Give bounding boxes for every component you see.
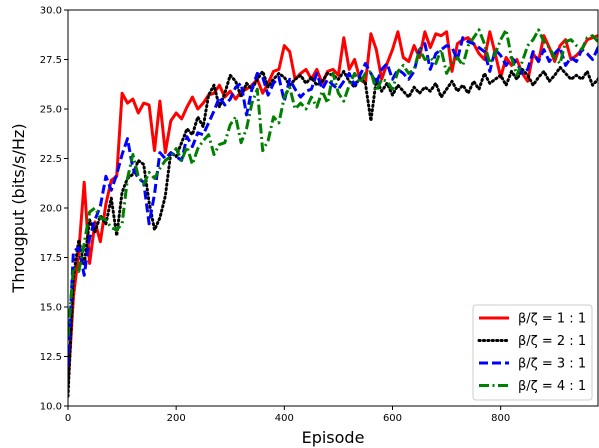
x-axis-ticks: 0 200 400 600 800 [65,406,510,424]
x-tick-label: 0 [65,413,71,424]
x-tick-label: 800 [491,413,510,424]
y-tick-label: 30.0 [40,6,62,17]
series-layer [68,28,598,398]
legend-label-3: β/ζ = 3 : 1 [518,357,586,372]
legend-label-1: β/ζ = 1 : 1 [518,312,586,327]
y-tick-label: 15.0 [40,303,62,314]
y-tick-label: 20.0 [40,204,62,215]
y-tick-label: 12.5 [40,352,62,363]
series-line-4 [68,28,598,337]
y-tick-label: 17.5 [40,253,62,264]
y-axis-label: Througput (bits/s/Hz) [9,123,28,293]
legend-entries: β/ζ = 1 : 1 β/ζ = 2 : 1 β/ζ = 3 : 1 β/ζ = 4… [477,312,586,394]
x-tick-label: 200 [167,413,186,424]
y-axis-ticks: 10.0 12.5 15.0 17.5 20.0 22.5 25.0 27.5 30.0 [40,6,68,413]
legend-label-2: β/ζ = 2 : 1 [518,334,586,349]
legend-label-4: β/ζ = 4 : 1 [518,379,586,394]
series-line-2 [68,65,598,398]
legend: β/ζ = 1 : 1 β/ζ = 2 : 1 β/ζ = 3 : 1 β/ζ = 4… [472,304,593,401]
y-tick-label: 25.0 [40,105,62,116]
y-tick-label: 27.5 [40,55,62,66]
legend-box [472,304,593,401]
y-tick-label: 10.0 [40,402,62,413]
x-axis-label: Episode [302,428,365,447]
x-tick-label: 600 [383,413,402,424]
y-tick-label: 22.5 [40,154,62,165]
x-tick-label: 400 [275,413,294,424]
